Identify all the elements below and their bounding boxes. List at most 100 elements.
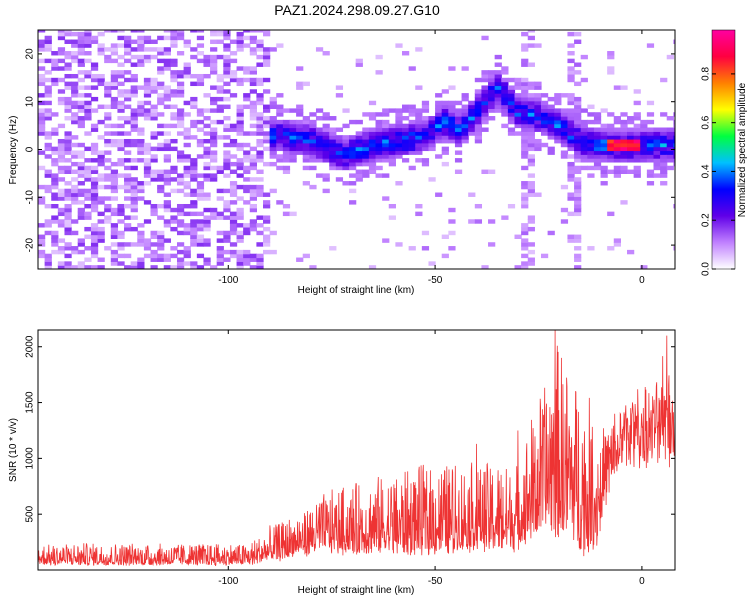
spectrogram-cell [223, 142, 231, 148]
spectrogram-cell [176, 177, 185, 182]
spectrogram-cell [236, 257, 244, 262]
spectrogram-cell [243, 150, 251, 155]
spectrogram-cell [229, 211, 238, 217]
spectrogram-cell [210, 58, 218, 64]
spectrogram-cell [143, 39, 152, 44]
spectrogram-cell [448, 207, 456, 213]
spectrogram-cell [170, 165, 178, 171]
snr-x-tick-label: -100 [218, 576, 238, 587]
spectrogram-cell [501, 77, 509, 83]
spectrogram-cell [216, 257, 224, 262]
spectrogram-cell [236, 238, 244, 243]
spectrogram-cell [157, 188, 165, 194]
spectrogram-cell [673, 123, 675, 129]
spectrogram-cell [362, 146, 370, 152]
spectrogram-cell [362, 127, 370, 132]
spectrogram-cell [276, 119, 284, 125]
spectrogram-cell [554, 135, 562, 140]
spectrogram-cell [335, 93, 344, 98]
spectrogram-cell [190, 158, 198, 163]
spectrogram-cell [130, 177, 138, 182]
spectrogram-cell [203, 238, 211, 243]
spectrogram-cell [229, 161, 238, 167]
spectrogram-cell [51, 238, 59, 243]
spectrogram-cell [236, 142, 244, 148]
spectrogram-cell [249, 161, 257, 167]
spectrogram-cell [468, 219, 476, 224]
spectrogram-cell [269, 146, 277, 152]
spectrogram-cell [521, 196, 529, 201]
spectrogram-cell [574, 196, 582, 201]
spectrogram-cell [249, 100, 257, 106]
spectrogram-cell [183, 154, 191, 159]
spectrogram-cell [57, 165, 66, 171]
spectrogram-cell [587, 135, 595, 140]
spectrogram-cell [468, 192, 476, 197]
spectrogram-cell [44, 173, 52, 178]
spectrogram-cell [488, 108, 496, 113]
spectrogram-cell [653, 142, 661, 148]
spectrogram-cell [117, 211, 125, 217]
spectrogram-cell [90, 35, 99, 41]
spectrogram-cell [210, 131, 218, 136]
spectrogram-cell [435, 154, 443, 159]
spectrogram-cell [269, 119, 277, 125]
spectrogram-cell [51, 215, 59, 220]
spectrogram-cell [296, 112, 304, 117]
spectrogram-cell [176, 173, 185, 178]
spectrogram-cell [521, 223, 529, 228]
spectrogram-cell [97, 265, 105, 269]
spectrogram-cell [90, 73, 99, 79]
spectrogram-cell [454, 108, 463, 113]
spectrogram-cell [223, 173, 231, 178]
spectrogram-cell [150, 203, 158, 209]
spectrogram-cell [110, 249, 119, 255]
spectrogram-cell [567, 100, 575, 106]
spectrogram-cell [157, 96, 165, 102]
spectrogram-cell [236, 249, 244, 255]
spectrogram-cell [190, 234, 198, 239]
spectrogram-cell [633, 169, 641, 174]
spectrogram-cell [441, 116, 449, 121]
spectrogram-cell [143, 246, 152, 251]
spectrogram-cell [57, 66, 66, 71]
spectrogram-cell [71, 85, 79, 90]
spectrogram-cell [223, 35, 231, 41]
spectrogram-cell [263, 116, 271, 121]
spectrogram-cell [660, 127, 668, 132]
spectrogram-cell [163, 66, 171, 71]
spectrogram-cell [124, 184, 132, 190]
spectrogram-cell [97, 150, 105, 155]
spectrogram-cell [600, 165, 608, 171]
spectrogram-cell [461, 108, 469, 113]
spectrogram-cell [38, 238, 46, 243]
spectrogram-cell [190, 161, 198, 167]
spectrogram-cell [322, 131, 330, 136]
spectrogram-cell [289, 154, 297, 159]
spectrogram-cell [90, 169, 99, 174]
spectrogram-cell [574, 100, 582, 106]
spectrogram-cell [57, 35, 66, 41]
spectrogram-cell [646, 154, 655, 159]
spectrogram-cell [64, 135, 72, 140]
spectrogram-cell [580, 146, 588, 152]
spectrogram-cell [574, 146, 582, 152]
spectrogram-cell [428, 131, 436, 136]
spectrogram-cell [229, 215, 238, 220]
spectrogram-cell [256, 123, 264, 129]
spectrogram-cell [269, 127, 277, 132]
spectrogram-cell [249, 226, 257, 232]
spectrogram-cell [163, 123, 171, 129]
spectrogram-cell [143, 54, 152, 60]
spectrogram-cell [296, 123, 304, 129]
spectrogram-cell [84, 73, 92, 79]
spectrogram-cell [454, 112, 463, 117]
spectrogram-cell [256, 223, 264, 228]
spectrogram-cell [163, 158, 171, 163]
spectrogram-cell [481, 70, 489, 75]
spectrogram-cell [382, 150, 390, 155]
spectrogram-cell [335, 142, 344, 148]
spectrogram-cell [527, 85, 535, 90]
spectrogram-cell [375, 131, 383, 136]
spectrogram-cell [216, 108, 224, 113]
